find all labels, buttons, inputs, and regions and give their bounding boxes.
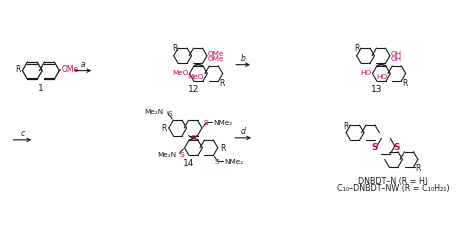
Text: 14: 14 [183,158,194,168]
Text: S: S [372,142,378,151]
Text: R: R [343,121,348,130]
Text: NMe₂: NMe₂ [213,120,232,126]
Text: R: R [415,163,421,172]
Text: Me₂N: Me₂N [157,151,177,157]
Text: S: S [215,159,219,165]
Text: R: R [402,78,408,88]
Text: Me₂N: Me₂N [144,109,164,115]
Text: NMe₂: NMe₂ [224,159,243,165]
Text: O: O [191,134,196,140]
Text: MeO: MeO [172,69,189,75]
Text: S: S [167,110,172,116]
Text: OH: OH [391,56,402,62]
Text: 12: 12 [188,84,199,94]
Text: a: a [81,60,86,68]
Text: S: S [204,120,208,126]
Text: 1: 1 [38,84,44,92]
Text: S: S [393,142,400,151]
Text: OMe: OMe [208,50,224,56]
Text: R: R [219,78,225,88]
Text: DNBDT–N (R = H): DNBDT–N (R = H) [358,176,428,185]
Text: R: R [220,144,225,153]
Text: R: R [15,65,20,74]
Text: HO: HO [360,69,372,75]
Text: c: c [20,128,25,137]
Text: HO: HO [376,73,387,79]
Text: O: O [191,135,196,141]
Text: R: R [162,124,167,133]
Text: b: b [241,54,246,62]
Text: S: S [179,151,184,157]
Text: OMe: OMe [61,65,78,74]
Text: d: d [241,126,246,135]
Text: OMe: OMe [208,56,224,62]
Text: R: R [355,44,360,52]
Text: R: R [172,44,177,52]
Text: OH: OH [391,50,402,56]
Text: MeO: MeO [188,73,204,79]
Text: C₁₀–DNBDT–NW (R = C₁₀H₂₁): C₁₀–DNBDT–NW (R = C₁₀H₂₁) [337,183,449,192]
Text: 13: 13 [371,84,382,94]
